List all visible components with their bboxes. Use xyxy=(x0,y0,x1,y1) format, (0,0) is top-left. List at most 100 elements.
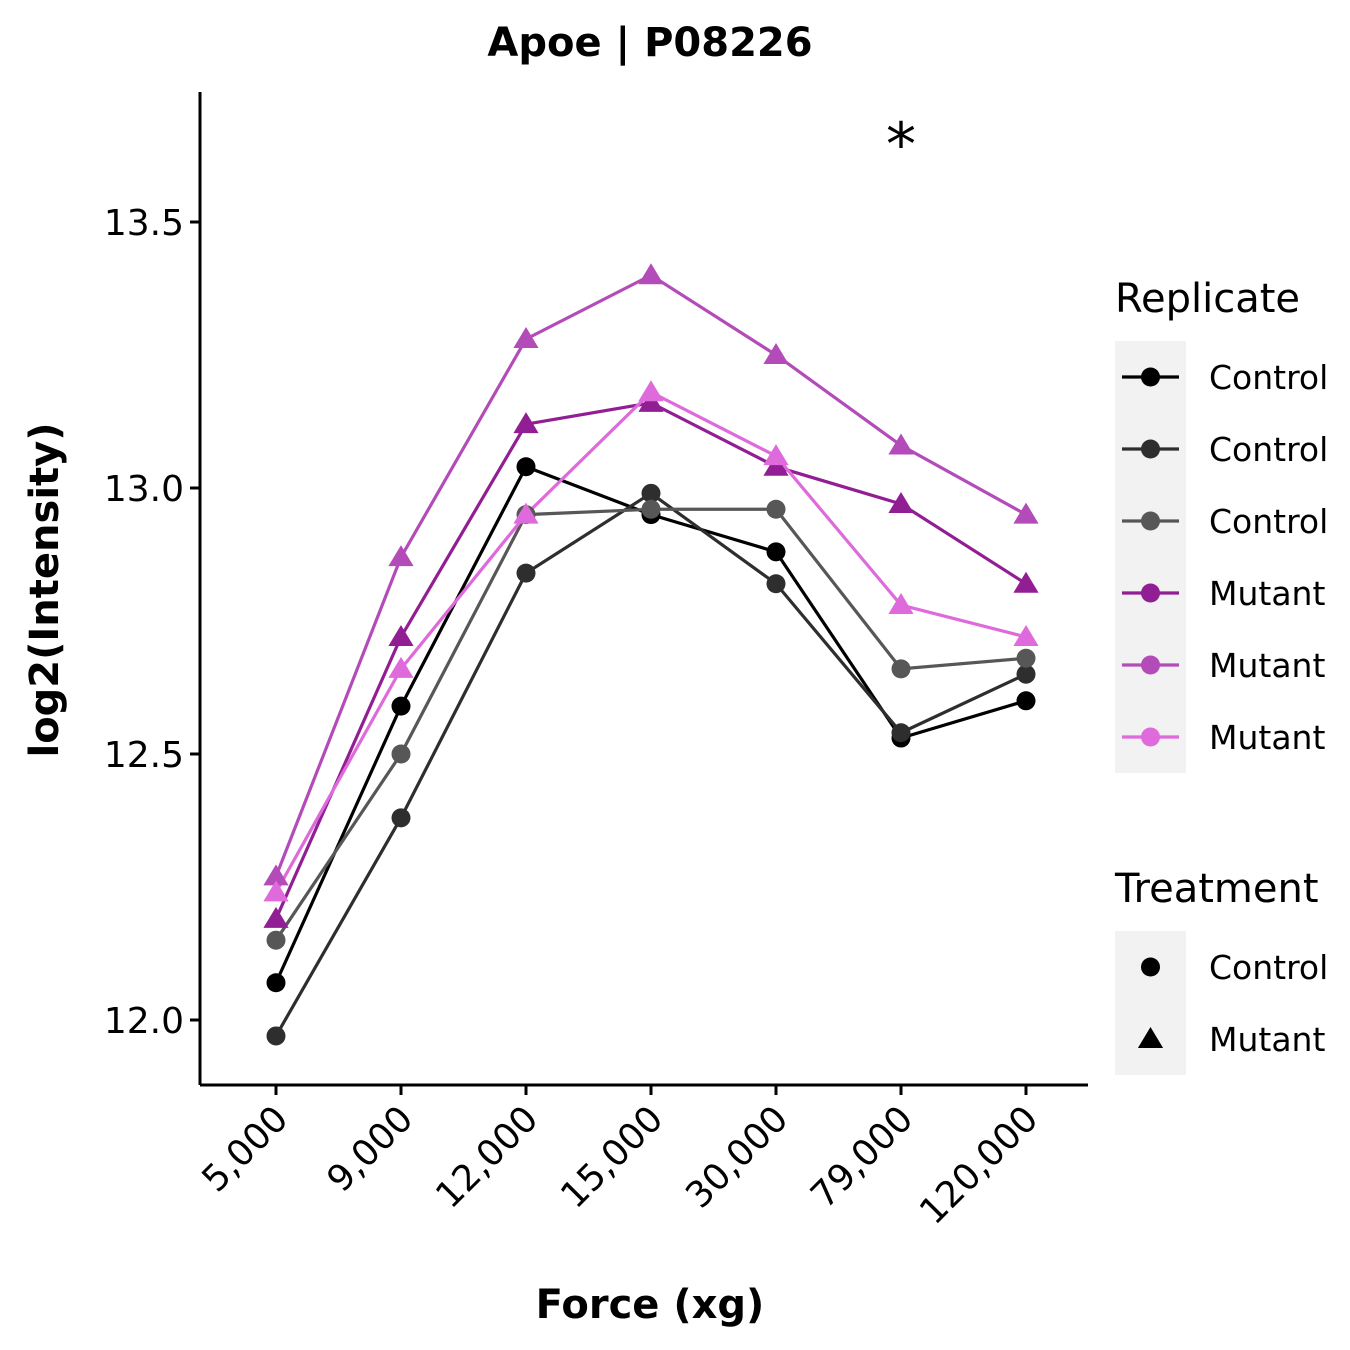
legend-label: Mutant xyxy=(1209,646,1325,685)
data-point xyxy=(516,457,536,477)
legend-marker xyxy=(1141,655,1160,675)
data-point xyxy=(766,542,786,562)
data-point xyxy=(266,1026,286,1046)
series-markers-2 xyxy=(266,483,1036,1046)
series-line xyxy=(274,464,1027,984)
plot-area xyxy=(263,263,1039,1046)
data-point xyxy=(263,864,289,886)
legend-marker xyxy=(1141,727,1160,747)
data-point xyxy=(388,656,414,678)
data-point xyxy=(763,454,789,476)
legend-replicate: Replicate Control Control Control Mutant Muta… xyxy=(1115,276,1328,773)
data-point xyxy=(891,723,911,743)
series-mutant-6 xyxy=(274,390,1027,894)
legend-entry: Mutant xyxy=(1122,646,1325,685)
data-point xyxy=(641,499,661,519)
data-point xyxy=(513,412,539,434)
data-point xyxy=(641,483,661,503)
data-point xyxy=(638,263,664,285)
legend-label: Control xyxy=(1209,358,1328,397)
significance-marker: * xyxy=(886,110,916,180)
data-point xyxy=(388,624,414,646)
legend-marker xyxy=(1141,583,1160,603)
data-point xyxy=(391,808,411,828)
y-tick-label: 12.0 xyxy=(104,1001,184,1042)
series-line xyxy=(274,390,1027,894)
y-tick-label: 13.0 xyxy=(104,469,184,510)
data-point xyxy=(266,930,286,950)
legend-entry: Control xyxy=(1122,430,1328,469)
series-markers-5 xyxy=(263,263,1039,886)
legend-label: Mutant xyxy=(1209,718,1325,757)
data-point xyxy=(1016,691,1036,711)
y-tick-label: 13.5 xyxy=(104,203,184,244)
legend-entry: Control xyxy=(1141,948,1328,987)
data-point xyxy=(888,433,914,455)
legend-marker xyxy=(1141,957,1160,977)
data-point xyxy=(391,696,411,716)
data-point xyxy=(1016,664,1036,684)
y-axis-title: log2(Intensity) xyxy=(22,422,68,757)
x-tick-label: 15,000 xyxy=(553,1098,671,1216)
series-markers-4 xyxy=(263,390,1039,928)
legend-entry: Mutant xyxy=(1122,574,1325,613)
data-point xyxy=(513,502,539,524)
data-point xyxy=(263,880,289,902)
legend-label: Control xyxy=(1209,948,1328,987)
legend-treatment: Treatment Control Mutant xyxy=(1114,866,1328,1075)
data-point xyxy=(391,744,411,764)
x-axis: 5,000 9,000 12,000 15,000 30,000 79,000120,00… xyxy=(194,1083,1088,1233)
series-control-1 xyxy=(274,464,1027,984)
data-point xyxy=(1013,502,1039,524)
data-point xyxy=(888,491,914,513)
series-line xyxy=(274,491,1027,1037)
legend-label: Mutant xyxy=(1209,574,1325,613)
series-mutant-5 xyxy=(274,273,1027,877)
data-point xyxy=(891,659,911,679)
annotations: * xyxy=(886,110,916,180)
x-tick-label: 30,000 xyxy=(678,1098,796,1216)
data-point xyxy=(766,499,786,519)
legend-entry: Mutant xyxy=(1137,1020,1325,1059)
data-point xyxy=(1013,571,1039,593)
series-markers-6 xyxy=(263,380,1039,902)
series-control-3 xyxy=(274,507,1027,942)
data-point xyxy=(763,343,789,364)
chart-title: Apoe | P08226 xyxy=(487,20,812,67)
series-line xyxy=(274,273,1027,877)
series-control-2 xyxy=(274,491,1027,1037)
series-line xyxy=(274,507,1027,942)
data-point xyxy=(263,906,289,928)
legend-entry: Control xyxy=(1122,358,1328,397)
x-tick-label: 120,000 xyxy=(912,1098,1046,1232)
x-tick-label: 9,000 xyxy=(319,1098,421,1200)
legend-marker xyxy=(1137,1027,1164,1048)
data-point xyxy=(763,444,789,466)
legend-entry: Mutant xyxy=(1122,718,1325,757)
legend-title: Replicate xyxy=(1115,276,1300,322)
legend-key-background xyxy=(1115,341,1186,773)
data-point xyxy=(388,545,414,567)
data-point xyxy=(766,574,786,594)
x-axis-title: Force (xg) xyxy=(536,1282,765,1328)
x-tick-label: 5,000 xyxy=(194,1098,296,1200)
data-point xyxy=(513,327,539,349)
x-tick-label: 12,000 xyxy=(428,1098,546,1216)
legend-entry: Control xyxy=(1122,502,1328,541)
legend-marker xyxy=(1141,439,1160,459)
data-point xyxy=(1013,624,1039,646)
data-point xyxy=(638,380,664,402)
data-point xyxy=(266,973,286,993)
legend-label: Mutant xyxy=(1209,1020,1325,1059)
legends: Replicate Control Control Control Mutant Muta… xyxy=(1114,276,1328,1075)
y-tick-label: 12.5 xyxy=(104,735,184,776)
legend-label: Control xyxy=(1209,502,1328,541)
legend-title: Treatment xyxy=(1114,866,1319,912)
series-markers-3 xyxy=(266,499,1036,950)
legend-marker xyxy=(1141,511,1160,531)
data-point xyxy=(638,390,664,412)
data-point xyxy=(888,593,914,615)
x-tick-label: 79,000 xyxy=(803,1098,921,1216)
legend-label: Control xyxy=(1209,430,1328,469)
data-point xyxy=(516,563,536,583)
